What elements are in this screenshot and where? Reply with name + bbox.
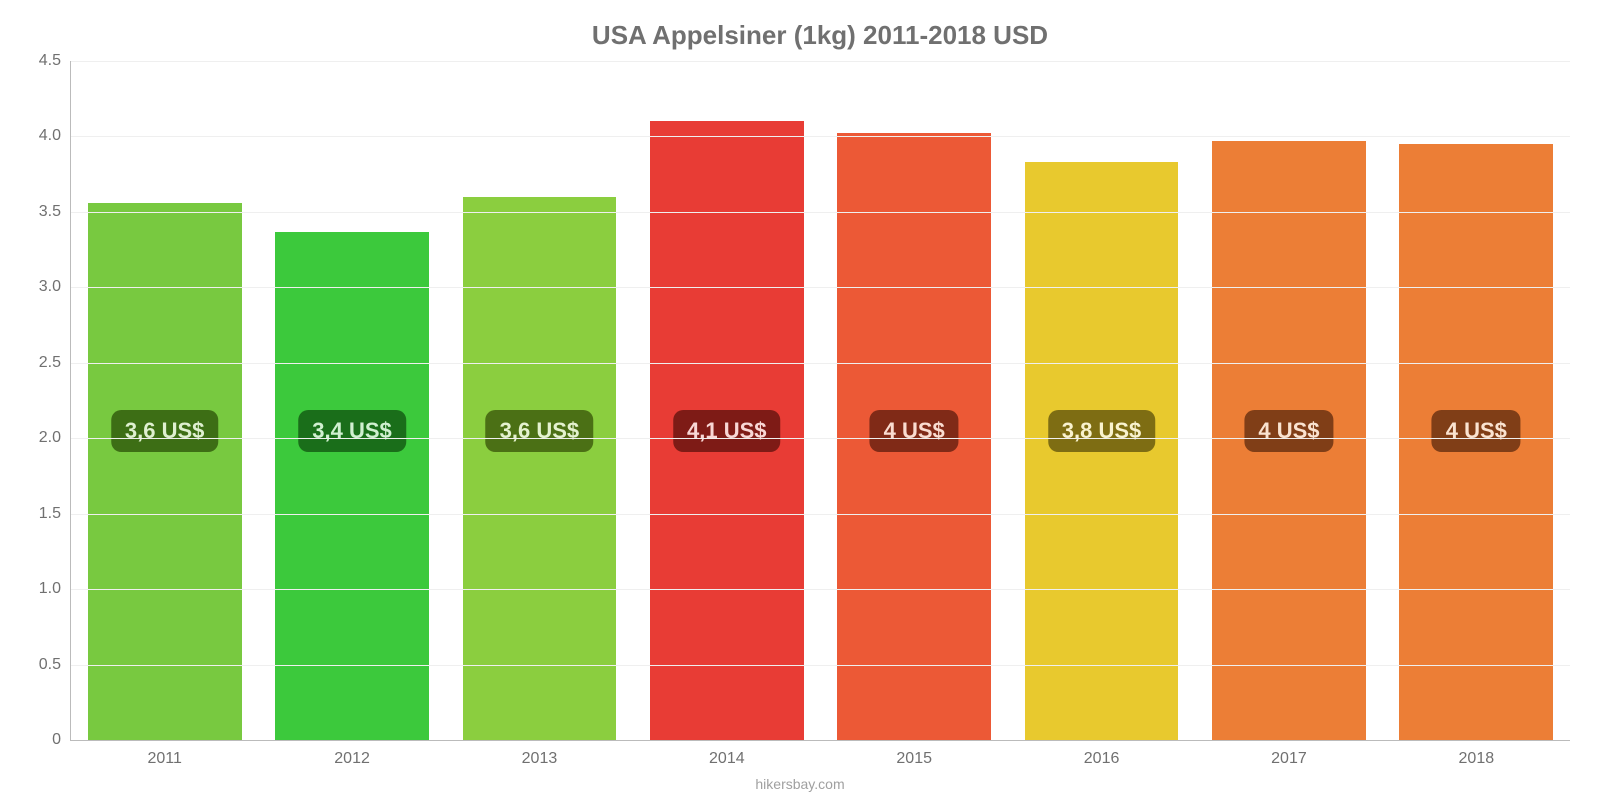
bar-value-label: 4,1 US$: [673, 410, 781, 452]
y-axis-label: 1.0: [21, 580, 61, 598]
bar-value-label: 4 US$: [1432, 410, 1521, 452]
x-axis-label: 2012: [334, 750, 370, 768]
y-axis-label: 1.5: [21, 505, 61, 523]
y-axis-label: 0: [21, 731, 61, 749]
x-axis-label: 2015: [896, 750, 932, 768]
bar: 3,6 US$: [463, 197, 617, 740]
bar: 4 US$: [1212, 141, 1366, 740]
bar-slot: 4,1 US$2014: [633, 61, 820, 740]
chart-container: USA Appelsiner (1kg) 2011-2018 USD 3,6 U…: [0, 0, 1600, 800]
y-axis-label: 4.0: [21, 127, 61, 145]
bar-value-label: 3,8 US$: [1048, 410, 1156, 452]
x-axis-label: 2016: [1084, 750, 1120, 768]
plot-area: 3,6 US$20113,4 US$20123,6 US$20134,1 US$…: [70, 61, 1570, 741]
bar: 3,4 US$: [275, 232, 429, 740]
bar: 4 US$: [1399, 144, 1553, 740]
x-axis-label: 2017: [1271, 750, 1307, 768]
x-axis-label: 2014: [709, 750, 745, 768]
bar: 4 US$: [837, 133, 991, 740]
bar-slot: 3,4 US$2012: [258, 61, 445, 740]
bar-value-label: 4 US$: [1244, 410, 1333, 452]
y-axis-label: 3.5: [21, 203, 61, 221]
y-axis-label: 0.5: [21, 656, 61, 674]
y-axis-label: 3.0: [21, 278, 61, 296]
x-axis-label: 2011: [147, 750, 181, 768]
bar-value-label: 3,6 US$: [486, 410, 594, 452]
bar-slot: 3,6 US$2011: [71, 61, 258, 740]
bar-value-label: 3,6 US$: [111, 410, 219, 452]
y-axis-label: 2.0: [21, 429, 61, 447]
x-axis-label: 2018: [1459, 750, 1495, 768]
bar-slot: 4 US$2017: [1195, 61, 1382, 740]
bar-slot: 3,6 US$2013: [446, 61, 633, 740]
bar-slot: 3,8 US$2016: [1008, 61, 1195, 740]
bars-row: 3,6 US$20113,4 US$20123,6 US$20134,1 US$…: [71, 61, 1570, 740]
bar: 4,1 US$: [650, 121, 804, 740]
bar-slot: 4 US$2015: [821, 61, 1008, 740]
chart-title: USA Appelsiner (1kg) 2011-2018 USD: [70, 20, 1570, 51]
bar-value-label: 3,4 US$: [298, 410, 406, 452]
bar: 3,6 US$: [88, 203, 242, 740]
bar: 3,8 US$: [1025, 162, 1179, 740]
x-axis-label: 2013: [522, 750, 558, 768]
attribution-text: hikersbay.com: [755, 776, 844, 792]
y-axis-label: 4.5: [21, 52, 61, 70]
y-axis-label: 2.5: [21, 354, 61, 372]
bar-slot: 4 US$2018: [1383, 61, 1570, 740]
bar-value-label: 4 US$: [870, 410, 959, 452]
